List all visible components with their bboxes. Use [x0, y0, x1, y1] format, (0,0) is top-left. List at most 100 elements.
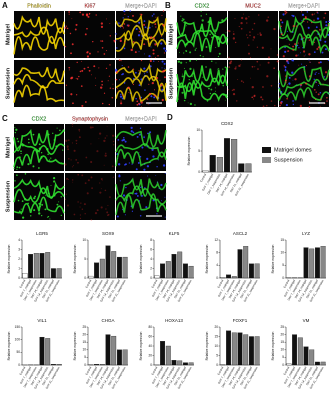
- cell-signal: [79, 131, 80, 132]
- y-tick-label: 25: [280, 325, 284, 329]
- bar: [106, 246, 111, 278]
- cell-signal: [80, 214, 81, 215]
- cell-signal: [90, 143, 91, 144]
- cell-signal: [100, 40, 101, 41]
- y-tick-label: 12: [214, 238, 218, 242]
- cell-signal: [249, 31, 250, 32]
- cell-signal: [72, 142, 73, 143]
- cell-signal: [200, 27, 202, 29]
- cell-signal: [280, 19, 282, 21]
- cell-signal: [241, 28, 243, 30]
- cell-signal: [252, 29, 253, 30]
- cell-signal: [122, 95, 123, 96]
- cell-signal: [246, 22, 247, 23]
- cell-signal: [87, 192, 89, 194]
- cell-signal: [179, 52, 180, 53]
- cell-signal: [151, 47, 152, 48]
- cell-signal: [153, 96, 155, 98]
- cell-signal: [120, 180, 121, 181]
- cell-signal: [55, 145, 57, 147]
- cell-signal: [190, 103, 192, 105]
- cell-signal: [54, 139, 56, 141]
- cell-signal: [141, 60, 142, 61]
- cell-signal: [161, 15, 162, 16]
- cell-signal: [325, 71, 327, 73]
- cell-signal: [113, 84, 114, 85]
- cell-signal: [79, 206, 80, 207]
- cell-signal: [38, 212, 40, 214]
- cell-signal: [287, 84, 288, 85]
- row-label: Matrigel: [5, 23, 11, 45]
- y-tick-label: 0: [150, 276, 152, 280]
- bar: [315, 248, 320, 278]
- cell-signal: [189, 79, 190, 80]
- bar: [45, 252, 50, 278]
- cell-signal: [125, 141, 127, 143]
- chart-title: VM: [303, 318, 310, 323]
- cell-signal: [140, 187, 141, 188]
- cell-signal: [138, 22, 140, 24]
- cell-signal: [234, 18, 235, 19]
- cell-signal: [293, 104, 294, 105]
- cell-signal: [232, 90, 233, 91]
- cell-signal: [66, 194, 67, 195]
- cell-signal: [139, 31, 140, 32]
- cell-signal: [151, 57, 152, 58]
- cell-signal: [123, 27, 124, 28]
- bar: [309, 350, 314, 365]
- cell-signal: [38, 167, 40, 169]
- chart-title: FOXF1: [233, 318, 248, 323]
- cell-signal: [48, 134, 50, 136]
- cell-signal: [300, 84, 302, 86]
- cell-signal: [77, 78, 79, 80]
- y-tick-label: 0: [18, 276, 20, 280]
- y-tick-label: 1: [18, 266, 20, 270]
- cell-signal: [120, 94, 121, 95]
- cell-signal: [207, 100, 208, 101]
- cell-signal: [81, 61, 82, 62]
- cell-signal: [22, 145, 24, 147]
- cell-signal: [80, 202, 81, 203]
- row-label: Suspension: [5, 67, 11, 99]
- cell-signal: [326, 97, 328, 99]
- cell-signal: [188, 102, 189, 103]
- cell-signal: [139, 98, 141, 100]
- cell-signal: [48, 216, 49, 217]
- cell-signal: [281, 21, 283, 23]
- cell-signal: [72, 126, 73, 127]
- cell-signal: [24, 198, 26, 200]
- legend-swatch: [262, 157, 271, 163]
- cell-signal: [125, 163, 127, 165]
- y-tick-label: 5: [282, 355, 284, 359]
- y-tick-label: 15: [280, 340, 284, 344]
- panel-letter: C: [2, 114, 8, 123]
- cell-signal: [81, 70, 83, 72]
- cell-signal: [13, 168, 14, 169]
- cell-signal: [260, 65, 261, 66]
- cell-signal: [28, 142, 30, 144]
- cell-signal: [136, 168, 138, 170]
- cell-signal: [162, 24, 164, 26]
- cell-signal: [100, 86, 102, 88]
- cell-signal: [162, 61, 164, 63]
- cell-signal: [105, 190, 107, 192]
- cell-signal: [248, 44, 249, 45]
- cell-signal: [284, 51, 286, 53]
- cell-signal: [316, 26, 318, 28]
- cell-signal: [157, 55, 158, 56]
- cell-signal: [137, 195, 139, 197]
- cell-signal: [19, 210, 21, 212]
- cell-signal: [298, 47, 299, 48]
- cell-signal: [146, 158, 148, 160]
- y-tick-label: 100: [15, 338, 21, 342]
- cell-signal: [227, 30, 228, 31]
- channel-label: CDX2: [195, 3, 210, 9]
- cell-signal: [86, 51, 88, 53]
- bar: [160, 341, 165, 365]
- cell-signal: [97, 209, 99, 211]
- cell-signal: [133, 131, 135, 133]
- cell-signal: [21, 181, 22, 182]
- cell-signal: [141, 147, 143, 149]
- cell-signal: [131, 164, 132, 165]
